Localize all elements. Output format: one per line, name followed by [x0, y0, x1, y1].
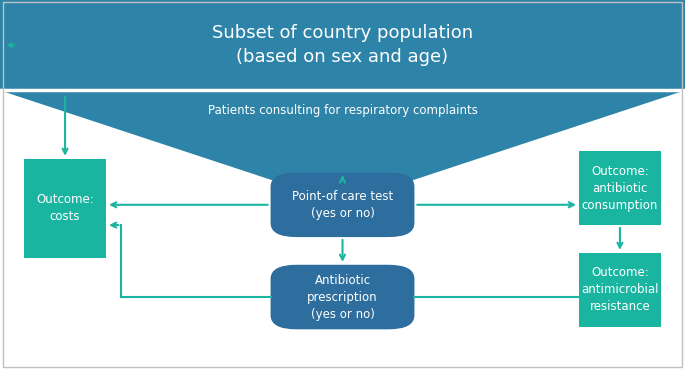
Polygon shape [0, 90, 685, 181]
FancyBboxPatch shape [24, 159, 106, 258]
Text: Outcome:
costs: Outcome: costs [36, 193, 94, 224]
FancyBboxPatch shape [271, 173, 414, 237]
FancyBboxPatch shape [271, 265, 414, 329]
FancyBboxPatch shape [0, 0, 685, 90]
Text: Outcome:
antibiotic
consumption: Outcome: antibiotic consumption [582, 165, 658, 212]
Text: Point-of care test
(yes or no): Point-of care test (yes or no) [292, 190, 393, 220]
Text: Outcome:
antimicrobial
resistance: Outcome: antimicrobial resistance [581, 266, 659, 313]
Text: Subset of country population
(based on sex and age): Subset of country population (based on s… [212, 24, 473, 66]
FancyBboxPatch shape [579, 151, 661, 225]
Text: Patients consulting for respiratory complaints: Patients consulting for respiratory comp… [208, 104, 477, 117]
Text: Antibiotic
prescription
(yes or no): Antibiotic prescription (yes or no) [307, 273, 378, 321]
FancyBboxPatch shape [579, 253, 661, 327]
